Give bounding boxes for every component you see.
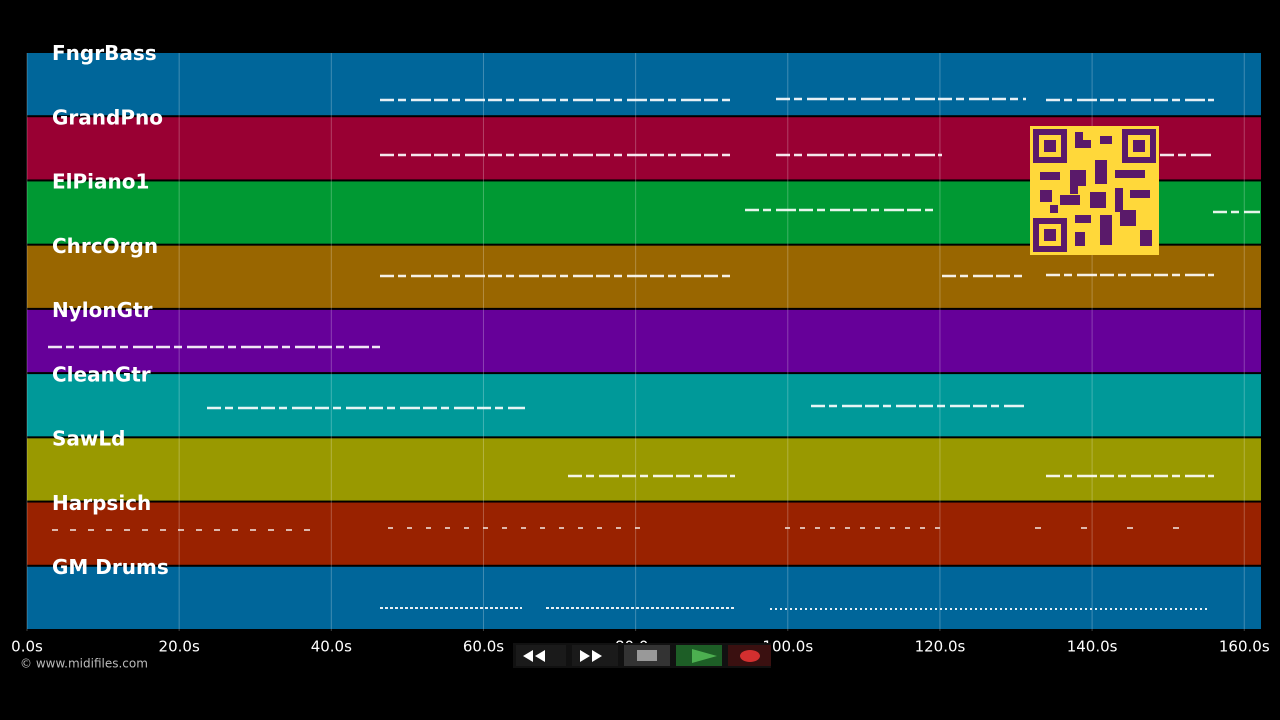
time-tick-label: 20.0s <box>159 638 200 656</box>
notes <box>48 97 1260 610</box>
track-label: FngrBass <box>52 41 157 65</box>
track-label: ElPiano1 <box>52 170 149 194</box>
play-button[interactable] <box>676 645 722 666</box>
copyright: © www.midifiles.com <box>20 657 148 671</box>
track-label: GrandPno <box>52 105 163 129</box>
track-label: SawLd <box>52 427 125 451</box>
track-label: ChrcOrgn <box>52 234 158 258</box>
qr-module <box>1044 229 1056 241</box>
qr-modules <box>1040 132 1152 246</box>
track-label: NylonGtr <box>52 298 153 322</box>
record-button[interactable] <box>728 645 771 666</box>
track-labels: FngrBass GrandPno ElPiano1 ChrcOrgn NylonGtr… <box>52 41 169 579</box>
time-tick-label: 120.0s <box>915 638 966 656</box>
qr-module <box>1044 140 1056 152</box>
rewind-button[interactable] <box>516 645 566 666</box>
track-band <box>27 53 1261 116</box>
stop-button[interactable] <box>624 645 670 666</box>
track-label: CleanGtr <box>52 362 151 386</box>
time-tick-label: 60.0s <box>463 638 504 656</box>
qr-finder <box>1033 129 1067 163</box>
track-band <box>27 309 1261 373</box>
track-band <box>27 374 1261 437</box>
track-label: Harpsich <box>52 491 151 515</box>
time-tick-label: 40.0s <box>311 638 352 656</box>
forward-button[interactable] <box>572 645 618 666</box>
track-band <box>27 438 1261 501</box>
track-band <box>27 502 1261 565</box>
time-tick-label: 160.0s <box>1219 638 1270 656</box>
qr-module <box>1133 140 1145 152</box>
grid <box>26 53 1245 631</box>
time-tick-label: 0.0s <box>11 638 43 656</box>
track-band <box>27 566 1261 629</box>
time-tick-label: 140.0s <box>1067 638 1118 656</box>
qr-finder <box>1122 129 1156 163</box>
track-label: GM Drums <box>52 555 169 579</box>
qr-finder <box>1033 218 1067 252</box>
transport-controls <box>513 643 771 668</box>
qr-code <box>1030 126 1159 255</box>
time-tick-label: 100.0s <box>762 638 813 656</box>
